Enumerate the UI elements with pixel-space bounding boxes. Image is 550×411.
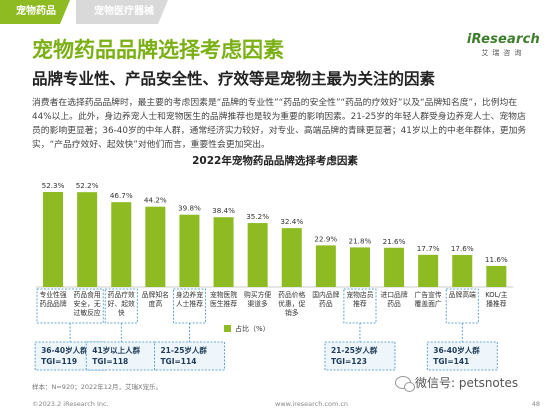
legend-label: 占比（%） bbox=[235, 324, 270, 333]
bar-5 bbox=[213, 217, 234, 287]
tgi-group-label-1: 41岁以上人群 bbox=[92, 345, 140, 355]
bar-7 bbox=[281, 228, 302, 287]
tgi-value-3: TGI=123 bbox=[331, 357, 367, 366]
tgi-box-2 bbox=[154, 341, 225, 371]
tgi-box-3 bbox=[324, 341, 396, 371]
bar-value-label-13: 11.6% bbox=[485, 255, 508, 264]
bar-4 bbox=[179, 214, 200, 287]
iresearch-logo: iResearch 艾瑞咨询 bbox=[467, 32, 540, 58]
tgi-group-label-4: 36-40岁人群 bbox=[433, 345, 480, 355]
bar-1 bbox=[77, 192, 98, 287]
bar-9 bbox=[349, 247, 370, 287]
category-label-4: 身边养宠人士推荐 bbox=[176, 290, 203, 308]
source-note: 样本：N=920；2022年12月，艾瑞X宠乐。 bbox=[32, 383, 162, 391]
tab-pet-medical-devices[interactable]: 宠物医疗器械 bbox=[76, 0, 168, 24]
category-label-12: 品牌高端 bbox=[449, 290, 476, 299]
bar-value-label-9: 21.8% bbox=[349, 236, 372, 245]
category-label-7: 药品价格优惠，促销多 bbox=[278, 290, 305, 317]
bar-value-label-2: 46.7% bbox=[110, 191, 133, 200]
category-label-13: KOL/主播推荐 bbox=[485, 290, 508, 308]
top-tabs: 宠物药品 宠物医疗器械 bbox=[0, 0, 174, 24]
bar-value-label-3: 44.2% bbox=[144, 196, 167, 205]
bar-10 bbox=[384, 247, 405, 287]
chart-title: 2022年宠物药品品牌选择考虑因素 bbox=[192, 154, 358, 167]
tgi-group-label-3: 21-25岁人群 bbox=[331, 345, 378, 355]
bar-value-label-4: 39.8% bbox=[178, 204, 201, 213]
bar-3 bbox=[145, 206, 166, 287]
tgi-value-4: TGI=141 bbox=[433, 357, 469, 366]
body-paragraph: 消费者在选择药品品牌时，最主要的考虑因素是“品牌的专业性”“药品的安全性”“药品… bbox=[32, 98, 527, 150]
wechat-icon bbox=[395, 376, 415, 392]
bar-value-label-8: 22.9% bbox=[314, 234, 337, 243]
tgi-value-0: TGI=119 bbox=[41, 357, 77, 366]
tgi-value-1: TGI=118 bbox=[92, 357, 128, 366]
page-number: 48 bbox=[531, 400, 540, 408]
category-label-3: 品牌知名度高 bbox=[142, 290, 169, 308]
category-label-1: 药品食用安全，无过敏反应 bbox=[74, 290, 101, 317]
category-label-11: 广告宣传覆盖面广 bbox=[415, 290, 442, 308]
bar-value-label-7: 32.4% bbox=[280, 217, 303, 226]
bar-13 bbox=[486, 265, 507, 287]
category-label-9: 宠物店员推荐 bbox=[346, 290, 373, 308]
logo-subtext: 艾瑞咨询 bbox=[481, 49, 526, 57]
bar-value-label-6: 35.2% bbox=[246, 212, 269, 221]
wechat-watermark: 微信号: petsnotes bbox=[395, 374, 519, 392]
tgi-box-4 bbox=[426, 341, 498, 371]
bar-12 bbox=[452, 255, 473, 287]
tgi-group-label-0: 36-40岁人群 bbox=[41, 345, 88, 355]
logo-text: iResearch bbox=[466, 32, 540, 47]
category-label-5: 宠物医院医生推荐 bbox=[210, 290, 237, 308]
website-url: www.iresearch.com.cn bbox=[275, 400, 349, 408]
wechat-label: 微信号: petsnotes bbox=[415, 376, 519, 390]
category-label-0: 专业性强药品品牌 bbox=[39, 290, 66, 308]
page-subtitle: 品牌专业性、产品安全性、疗效等是宠物主最为关注的因素 bbox=[32, 70, 436, 88]
bar-value-label-11: 17.7% bbox=[417, 244, 440, 253]
category-label-2: 药品疗效好、起效快 bbox=[108, 290, 135, 317]
legend-swatch bbox=[224, 325, 231, 332]
tab-pet-medicine[interactable]: 宠物药品 bbox=[0, 0, 70, 24]
bar-11 bbox=[418, 254, 439, 287]
bar-value-label-12: 17.6% bbox=[451, 244, 474, 253]
bar-2 bbox=[111, 202, 132, 287]
page-title: 宠物药品品牌选择考虑因素 bbox=[32, 38, 284, 62]
tgi-group-label-2: 21-25岁人群 bbox=[160, 345, 207, 355]
bar-chart: 2022年宠物药品品牌选择考虑因素 52.3% 专业性强药品品牌 52.2% 药品食用安… bbox=[34, 154, 514, 371]
bar-value-label-0: 52.3% bbox=[42, 181, 65, 190]
bar-8 bbox=[315, 245, 336, 287]
category-label-8: 国内品牌药品 bbox=[312, 290, 339, 308]
category-label-6: 购买方便渠道多 bbox=[244, 290, 271, 308]
bar-0 bbox=[43, 191, 64, 287]
category-label-10: 进口品牌药品 bbox=[380, 290, 407, 308]
bar-value-label-1: 52.2% bbox=[76, 181, 99, 190]
bar-value-label-5: 38.4% bbox=[212, 206, 235, 215]
bar-6 bbox=[247, 223, 268, 287]
copyright: ©2023.2 iResearch Inc. bbox=[32, 400, 109, 408]
tgi-value-2: TGI=114 bbox=[160, 357, 196, 366]
bar-value-label-10: 21.6% bbox=[383, 237, 406, 246]
